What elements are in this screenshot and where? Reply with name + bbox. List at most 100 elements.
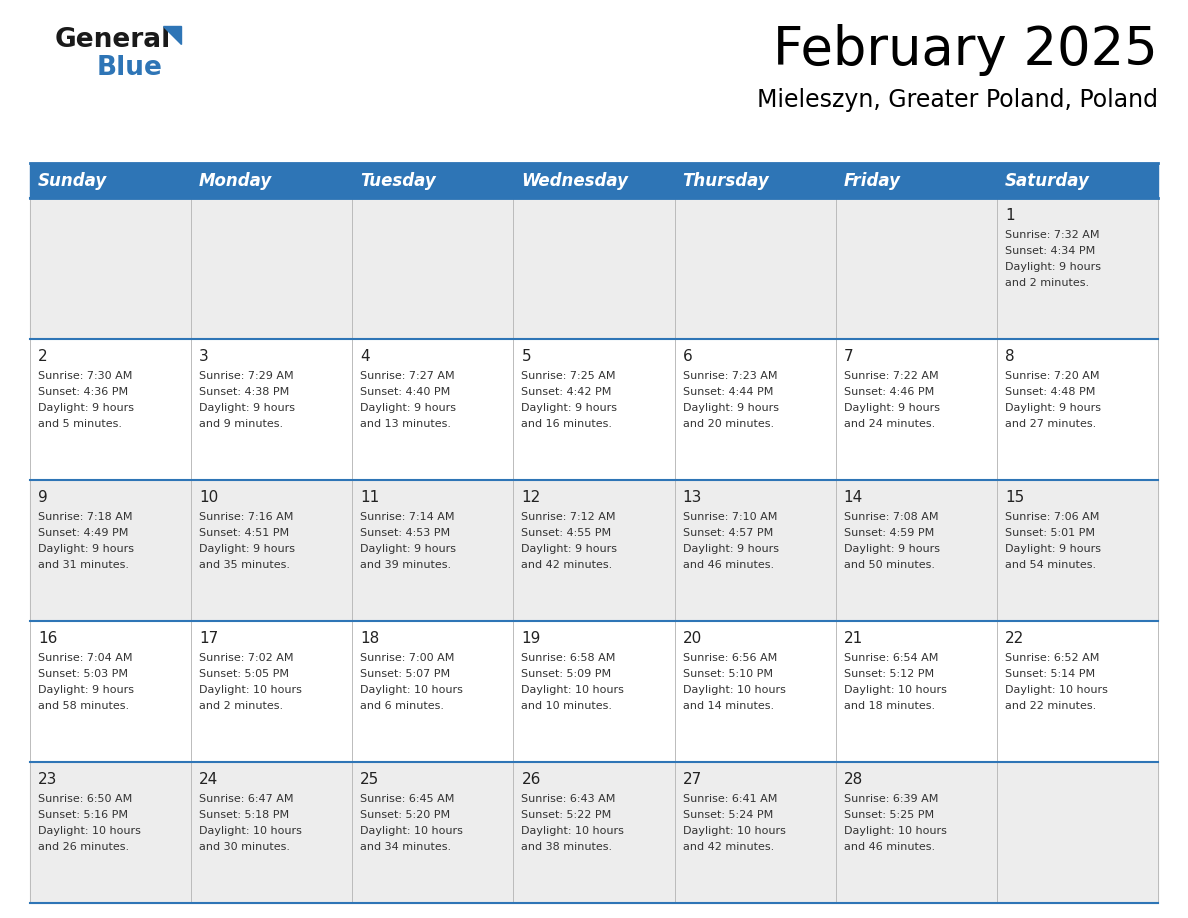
Text: and 35 minutes.: and 35 minutes. [200,560,290,570]
Text: Sunrise: 6:47 AM: Sunrise: 6:47 AM [200,794,293,804]
Text: 20: 20 [683,631,702,646]
Bar [30,163,1158,198]
Text: Sunset: 5:16 PM: Sunset: 5:16 PM [38,810,128,820]
Text: Daylight: 10 hours: Daylight: 10 hours [200,685,302,695]
Text: 17: 17 [200,631,219,646]
Bar [30,621,1158,762]
Text: 21: 21 [843,631,862,646]
Text: and 38 minutes.: and 38 minutes. [522,842,613,852]
Text: 16: 16 [38,631,57,646]
Text: Sunset: 4:36 PM: Sunset: 4:36 PM [38,387,128,397]
Text: Daylight: 9 hours: Daylight: 9 hours [38,544,134,554]
Text: Sunrise: 7:00 AM: Sunrise: 7:00 AM [360,653,455,663]
Text: Daylight: 10 hours: Daylight: 10 hours [522,685,625,695]
Text: Sunrise: 6:50 AM: Sunrise: 6:50 AM [38,794,132,804]
Text: Sunrise: 7:10 AM: Sunrise: 7:10 AM [683,512,777,522]
Text: and 6 minutes.: and 6 minutes. [360,701,444,711]
Text: Daylight: 9 hours: Daylight: 9 hours [1005,262,1101,272]
Text: Sunset: 5:09 PM: Sunset: 5:09 PM [522,669,612,679]
Text: Sunrise: 7:04 AM: Sunrise: 7:04 AM [38,653,133,663]
Text: Sunset: 5:05 PM: Sunset: 5:05 PM [200,669,289,679]
Text: and 34 minutes.: and 34 minutes. [360,842,451,852]
Text: 15: 15 [1005,490,1024,505]
Text: Sunrise: 6:58 AM: Sunrise: 6:58 AM [522,653,615,663]
Text: and 46 minutes.: and 46 minutes. [843,842,935,852]
Text: Sunrise: 7:06 AM: Sunrise: 7:06 AM [1005,512,1099,522]
Text: Sunset: 4:44 PM: Sunset: 4:44 PM [683,387,773,397]
Text: Sunrise: 7:25 AM: Sunrise: 7:25 AM [522,371,615,381]
Text: 11: 11 [360,490,379,505]
Text: Sunset: 5:22 PM: Sunset: 5:22 PM [522,810,612,820]
Text: 4: 4 [360,349,369,364]
Text: 12: 12 [522,490,541,505]
Text: Sunrise: 6:45 AM: Sunrise: 6:45 AM [360,794,455,804]
Text: Sunrise: 7:29 AM: Sunrise: 7:29 AM [200,371,293,381]
Text: Sunset: 5:03 PM: Sunset: 5:03 PM [38,669,128,679]
Text: Thursday: Thursday [683,172,770,189]
Text: and 20 minutes.: and 20 minutes. [683,419,773,429]
Text: Sunset: 5:20 PM: Sunset: 5:20 PM [360,810,450,820]
Text: Sunset: 4:53 PM: Sunset: 4:53 PM [360,528,450,538]
Text: Saturday: Saturday [1005,172,1089,189]
Text: Sunrise: 6:56 AM: Sunrise: 6:56 AM [683,653,777,663]
Text: Daylight: 9 hours: Daylight: 9 hours [360,403,456,413]
Text: Sunset: 5:12 PM: Sunset: 5:12 PM [843,669,934,679]
Text: 19: 19 [522,631,541,646]
Text: Blue: Blue [97,55,163,81]
Text: Sunrise: 7:20 AM: Sunrise: 7:20 AM [1005,371,1099,381]
Text: 27: 27 [683,772,702,787]
Polygon shape [163,26,181,44]
Text: Mieleszyn, Greater Poland, Poland: Mieleszyn, Greater Poland, Poland [757,88,1158,112]
Text: 24: 24 [200,772,219,787]
Text: and 30 minutes.: and 30 minutes. [200,842,290,852]
Text: Sunrise: 7:14 AM: Sunrise: 7:14 AM [360,512,455,522]
Text: Daylight: 10 hours: Daylight: 10 hours [1005,685,1107,695]
Text: Daylight: 10 hours: Daylight: 10 hours [683,685,785,695]
Text: 7: 7 [843,349,853,364]
Text: Sunrise: 6:43 AM: Sunrise: 6:43 AM [522,794,615,804]
Text: and 46 minutes.: and 46 minutes. [683,560,773,570]
Text: Daylight: 9 hours: Daylight: 9 hours [200,403,295,413]
Text: Sunset: 5:07 PM: Sunset: 5:07 PM [360,669,450,679]
Text: 18: 18 [360,631,379,646]
Text: and 50 minutes.: and 50 minutes. [843,560,935,570]
Text: and 27 minutes.: and 27 minutes. [1005,419,1097,429]
Text: Daylight: 9 hours: Daylight: 9 hours [522,544,618,554]
Text: Daylight: 10 hours: Daylight: 10 hours [522,826,625,836]
Text: Sunset: 4:57 PM: Sunset: 4:57 PM [683,528,773,538]
Text: 8: 8 [1005,349,1015,364]
Text: Daylight: 10 hours: Daylight: 10 hours [843,826,947,836]
Text: Sunset: 4:38 PM: Sunset: 4:38 PM [200,387,290,397]
Text: 23: 23 [38,772,57,787]
Text: 25: 25 [360,772,379,787]
Text: 6: 6 [683,349,693,364]
Text: and 42 minutes.: and 42 minutes. [683,842,773,852]
Text: and 39 minutes.: and 39 minutes. [360,560,451,570]
Text: Sunset: 4:49 PM: Sunset: 4:49 PM [38,528,128,538]
Text: 1: 1 [1005,208,1015,223]
Text: Daylight: 9 hours: Daylight: 9 hours [843,403,940,413]
Bar [30,198,1158,339]
Text: Sunrise: 6:54 AM: Sunrise: 6:54 AM [843,653,939,663]
Text: and 24 minutes.: and 24 minutes. [843,419,935,429]
Text: 9: 9 [38,490,48,505]
Text: and 58 minutes.: and 58 minutes. [38,701,129,711]
Text: 2: 2 [38,349,48,364]
Text: Sunset: 4:42 PM: Sunset: 4:42 PM [522,387,612,397]
Text: Sunset: 5:14 PM: Sunset: 5:14 PM [1005,669,1095,679]
Text: Sunset: 5:10 PM: Sunset: 5:10 PM [683,669,772,679]
Text: Sunset: 4:59 PM: Sunset: 4:59 PM [843,528,934,538]
Text: Sunrise: 7:27 AM: Sunrise: 7:27 AM [360,371,455,381]
Text: and 9 minutes.: and 9 minutes. [200,419,283,429]
Text: Daylight: 9 hours: Daylight: 9 hours [38,685,134,695]
Text: Sunset: 4:34 PM: Sunset: 4:34 PM [1005,246,1095,256]
Text: 22: 22 [1005,631,1024,646]
Text: and 2 minutes.: and 2 minutes. [1005,278,1089,288]
Text: Wednesday: Wednesday [522,172,628,189]
Text: Sunrise: 6:52 AM: Sunrise: 6:52 AM [1005,653,1099,663]
Text: Sunrise: 7:23 AM: Sunrise: 7:23 AM [683,371,777,381]
Text: and 13 minutes.: and 13 minutes. [360,419,451,429]
Text: 26: 26 [522,772,541,787]
Text: Sunset: 5:25 PM: Sunset: 5:25 PM [843,810,934,820]
Text: Daylight: 10 hours: Daylight: 10 hours [360,826,463,836]
